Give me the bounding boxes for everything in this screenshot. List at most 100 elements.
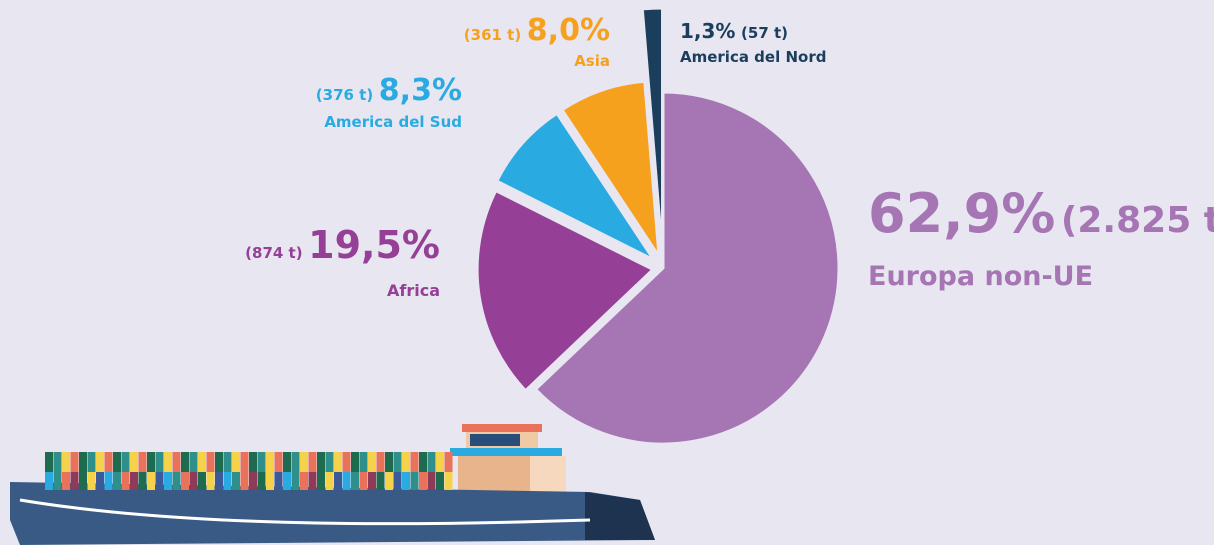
- category-label: America del Sud: [324, 113, 462, 131]
- container: [139, 472, 147, 490]
- container: [249, 452, 257, 472]
- container: [147, 472, 155, 490]
- container: [292, 472, 300, 490]
- container: [360, 472, 368, 490]
- container: [283, 452, 291, 472]
- container: [241, 452, 249, 472]
- tonnes-label: (2.825 t): [1061, 200, 1214, 241]
- container: [300, 452, 308, 472]
- container: [147, 452, 155, 472]
- container: [351, 452, 359, 472]
- percent-label: 8,0%: [527, 13, 610, 48]
- ship-roof: [462, 424, 542, 432]
- container: [275, 452, 283, 472]
- container: [207, 472, 215, 490]
- tonnes-label: (376 t): [316, 86, 373, 104]
- container: [258, 452, 266, 472]
- container: [326, 472, 334, 490]
- container: [164, 472, 172, 490]
- ship-rail: [450, 448, 562, 456]
- container: [428, 452, 436, 472]
- container: [130, 452, 138, 472]
- container: [71, 472, 79, 490]
- ship-windows: [470, 434, 520, 446]
- container: [71, 452, 79, 472]
- percent-label: 62,9%: [868, 182, 1055, 245]
- container: [334, 452, 342, 472]
- container: [113, 472, 121, 490]
- container: [45, 452, 53, 472]
- container: [54, 472, 62, 490]
- container: [173, 452, 181, 472]
- container: [377, 452, 385, 472]
- container: [190, 452, 198, 472]
- container: [113, 452, 121, 472]
- category-label: Europa non-UE: [868, 261, 1093, 292]
- container: [181, 472, 189, 490]
- container: [428, 472, 436, 490]
- container: [411, 452, 419, 472]
- container: [368, 452, 376, 472]
- container: [45, 472, 53, 490]
- container: [62, 452, 70, 472]
- container: [402, 452, 410, 472]
- container: [317, 472, 325, 490]
- container: [207, 452, 215, 472]
- container: [317, 452, 325, 472]
- container: [377, 472, 385, 490]
- container: [436, 452, 444, 472]
- container: [351, 472, 359, 490]
- container: [445, 472, 453, 490]
- container: [249, 472, 257, 490]
- container: [275, 472, 283, 490]
- container: [394, 452, 402, 472]
- container: [198, 452, 206, 472]
- container: [164, 452, 172, 472]
- container: [385, 472, 393, 490]
- container: [402, 472, 410, 490]
- container: [309, 452, 317, 472]
- container: [88, 452, 96, 472]
- container: [326, 452, 334, 472]
- container: [79, 452, 87, 472]
- percent-label: 19,5%: [308, 223, 440, 267]
- container: [96, 472, 104, 490]
- tonnes-label: (874 t): [245, 244, 302, 262]
- container: [283, 472, 291, 490]
- container: [139, 452, 147, 472]
- chart: 62,9% (2.825 t) Europa non-UE (874 t) 19,5…: [0, 0, 1214, 545]
- container: [62, 472, 70, 490]
- container: [232, 472, 240, 490]
- container: [224, 452, 232, 472]
- container: [334, 472, 342, 490]
- container: [173, 472, 181, 490]
- ship-cabin-front: [530, 456, 566, 496]
- tonnes-label: (57 t): [741, 24, 788, 42]
- container: [419, 452, 427, 472]
- container: [419, 472, 427, 490]
- container: [394, 472, 402, 490]
- container: [343, 472, 351, 490]
- container: [105, 452, 113, 472]
- container: [130, 472, 138, 490]
- category-label: Asia: [574, 52, 610, 70]
- container: [96, 452, 104, 472]
- container: [258, 472, 266, 490]
- container: [122, 452, 130, 472]
- container: [445, 452, 453, 472]
- container: [266, 452, 274, 472]
- container: [224, 472, 232, 490]
- container: [232, 452, 240, 472]
- container: [368, 472, 376, 490]
- container: [156, 472, 164, 490]
- container: [309, 472, 317, 490]
- container: [215, 452, 223, 472]
- category-label: Africa: [387, 281, 440, 300]
- container: [156, 452, 164, 472]
- container: [385, 452, 393, 472]
- category-label: America del Nord: [680, 48, 826, 66]
- container: [88, 472, 96, 490]
- container: [105, 472, 113, 490]
- container: [360, 452, 368, 472]
- container: [215, 472, 223, 490]
